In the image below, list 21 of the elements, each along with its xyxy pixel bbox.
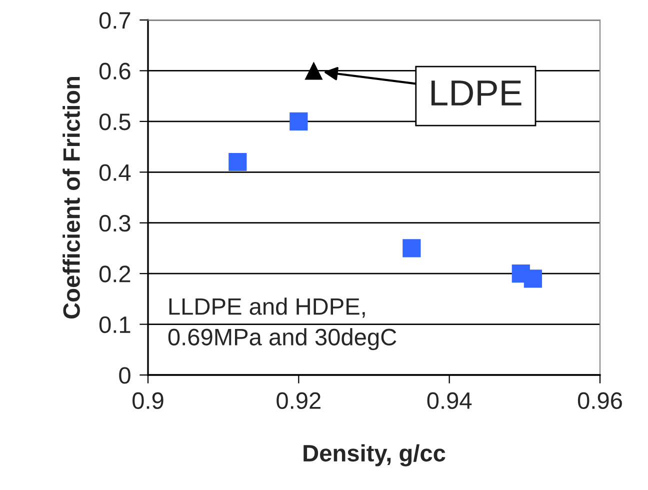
y-axis-title: Coefficient of Friction — [62, 76, 80, 319]
x-tick-label: 0.92 — [276, 392, 320, 410]
y-tick-label: 0.2 — [99, 266, 130, 282]
y-tick-label: 0 — [119, 367, 130, 384]
y-tick-label: 0.3 — [99, 214, 130, 232]
y-tick-label: 0.6 — [99, 62, 130, 80]
annotation: LDPE — [431, 80, 522, 106]
x-tick-label: 0.9 — [132, 392, 164, 410]
point — [524, 270, 542, 288]
point — [228, 152, 247, 172]
x-tick-label: 0.96 — [578, 392, 622, 410]
y-tick-label: 0.5 — [99, 113, 130, 130]
point — [304, 62, 323, 80]
annotation: LLDPE and HDPE, 0.69MPa and 30degC — [168, 298, 396, 350]
point — [402, 239, 421, 258]
y-tick-label: 0.1 — [99, 316, 130, 334]
x-tick-label: 0.94 — [427, 392, 472, 410]
x-axis-title: Density, g/cc — [304, 444, 446, 466]
y-tick-label: 0.4 — [99, 164, 131, 181]
point — [290, 112, 308, 130]
y-tick-label: 0.7 — [99, 12, 130, 29]
